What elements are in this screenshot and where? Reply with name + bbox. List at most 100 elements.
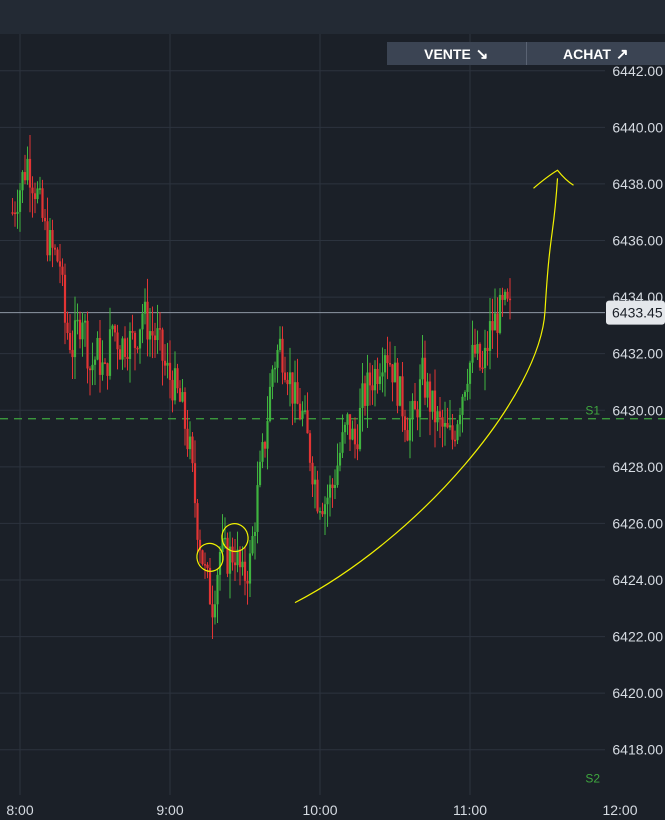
buy-button[interactable]: ACHAT ↗ bbox=[525, 42, 665, 65]
candle bbox=[253, 522, 257, 560]
arrow-up-right-icon: ↗ bbox=[615, 45, 629, 63]
candle-body bbox=[276, 349, 279, 368]
candle bbox=[288, 347, 292, 407]
candle bbox=[141, 304, 144, 344]
candle bbox=[386, 336, 389, 380]
candle bbox=[56, 247, 59, 263]
candle-body bbox=[138, 329, 142, 349]
candle-body bbox=[106, 363, 109, 376]
candle bbox=[383, 349, 387, 397]
candle-body bbox=[328, 484, 332, 498]
candle-body bbox=[258, 461, 262, 486]
candle bbox=[291, 372, 294, 426]
time-tick-label: 11:00 bbox=[453, 802, 487, 818]
candle bbox=[381, 347, 384, 393]
candle bbox=[246, 570, 249, 605]
candle bbox=[446, 407, 449, 429]
candle-body bbox=[318, 511, 322, 513]
candle-body bbox=[271, 369, 274, 387]
candle-body bbox=[268, 386, 272, 422]
candle-body bbox=[21, 172, 24, 191]
candle bbox=[46, 197, 49, 262]
candle bbox=[156, 304, 159, 354]
candle bbox=[231, 537, 234, 571]
candle bbox=[373, 360, 377, 407]
candle-body bbox=[311, 462, 314, 485]
candle bbox=[181, 378, 184, 403]
candle-body bbox=[133, 332, 137, 348]
candle-body bbox=[333, 485, 337, 489]
candle-body bbox=[393, 362, 397, 383]
candle-body bbox=[191, 436, 194, 464]
candle-body bbox=[461, 396, 464, 415]
candle bbox=[233, 539, 237, 581]
candle bbox=[493, 288, 497, 331]
candle bbox=[276, 344, 279, 383]
candle bbox=[358, 388, 362, 452]
candle-body bbox=[373, 368, 377, 391]
candle bbox=[41, 179, 44, 222]
candle-body bbox=[478, 344, 482, 368]
candle-body bbox=[261, 442, 264, 462]
candle bbox=[106, 362, 109, 390]
candle bbox=[271, 365, 274, 400]
price-tick-label: 6420.00 bbox=[612, 685, 663, 701]
candle bbox=[263, 440, 267, 458]
candle bbox=[376, 357, 379, 394]
candle-body bbox=[266, 421, 269, 449]
candle bbox=[363, 375, 367, 416]
candle-body bbox=[238, 549, 242, 568]
candle bbox=[466, 368, 469, 401]
candle-body bbox=[228, 546, 232, 574]
candle bbox=[26, 146, 29, 185]
candle bbox=[448, 400, 452, 431]
candle-body bbox=[98, 337, 102, 375]
candle bbox=[101, 340, 104, 381]
candle bbox=[58, 244, 62, 284]
sell-button[interactable]: VENTE ↘ bbox=[387, 42, 526, 65]
candle-body bbox=[481, 367, 484, 370]
candle-body bbox=[458, 414, 462, 425]
candle-body bbox=[338, 452, 342, 466]
candle bbox=[166, 342, 169, 379]
candle-body bbox=[353, 428, 357, 445]
candle-body bbox=[186, 428, 189, 450]
candle-body bbox=[61, 266, 64, 275]
candle-body bbox=[153, 335, 157, 341]
candle-body bbox=[188, 436, 192, 450]
candle bbox=[76, 303, 79, 335]
candle bbox=[273, 361, 277, 383]
candle-body bbox=[168, 362, 172, 380]
candle-body bbox=[451, 425, 454, 440]
candle-body bbox=[213, 604, 217, 618]
candle-body bbox=[428, 381, 432, 412]
candle-body bbox=[176, 368, 179, 389]
candle-body bbox=[361, 383, 364, 408]
candle-body bbox=[348, 414, 352, 440]
candle bbox=[323, 496, 327, 536]
candle bbox=[186, 409, 189, 457]
candle bbox=[126, 337, 129, 371]
candle bbox=[476, 330, 479, 360]
candle bbox=[238, 546, 242, 586]
candle-body bbox=[161, 329, 164, 361]
candle-body bbox=[263, 442, 267, 449]
candle bbox=[168, 340, 172, 399]
price-tick-label: 6430.00 bbox=[612, 402, 663, 418]
candle bbox=[503, 289, 507, 306]
candle bbox=[293, 360, 297, 423]
candle-body bbox=[501, 294, 504, 300]
candle-body bbox=[418, 379, 422, 418]
candle-body bbox=[421, 357, 424, 380]
candle bbox=[61, 258, 64, 286]
candle-body bbox=[53, 247, 57, 250]
candle-body bbox=[158, 328, 162, 330]
candle-body bbox=[483, 347, 487, 369]
candle-body bbox=[358, 407, 362, 450]
last-price-badge: 6433.45 bbox=[606, 300, 665, 325]
candle-body bbox=[493, 313, 497, 331]
candle-body bbox=[226, 537, 229, 574]
candle-body bbox=[123, 338, 127, 357]
candle-body bbox=[156, 328, 159, 341]
